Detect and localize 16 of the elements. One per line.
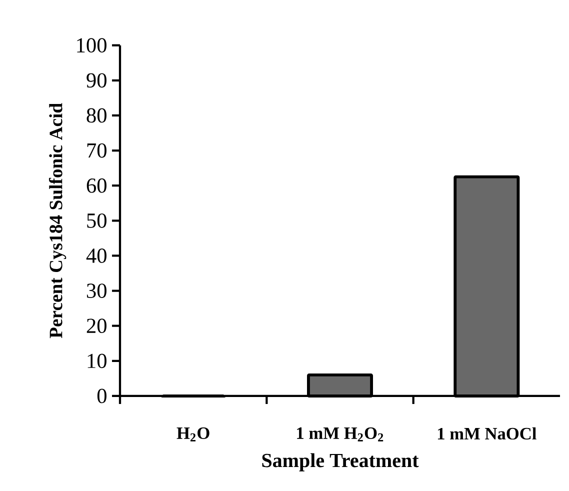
x-tick-label: H$_{2}$O (176, 427, 210, 442)
y-tick-label: 100 (77, 38, 106, 53)
y-tick-label: 60 (86, 178, 106, 193)
y-tick-label: 70 (87, 143, 106, 158)
y-tick-label: 40 (86, 248, 106, 263)
y-tick-label: 0 (97, 388, 106, 404)
y-tick-label: 10 (88, 354, 106, 368)
y-tick-label: 20 (86, 318, 106, 334)
y-tick-label: 80 (86, 108, 106, 123)
x-tick-label: 1 mM H$_{2}$O$_{2}$ (297, 427, 384, 442)
x-tick-label: 1 mM NaOCl (438, 427, 536, 440)
y-axis-title: Percent Cys184 Sulfonic Acid (48, 103, 66, 338)
x-axis-title: Sample Treatment (262, 453, 419, 472)
y-tick-label: 50 (87, 213, 106, 228)
y-tick-label: 30 (86, 284, 106, 298)
y-tick-label: 90 (86, 73, 106, 88)
